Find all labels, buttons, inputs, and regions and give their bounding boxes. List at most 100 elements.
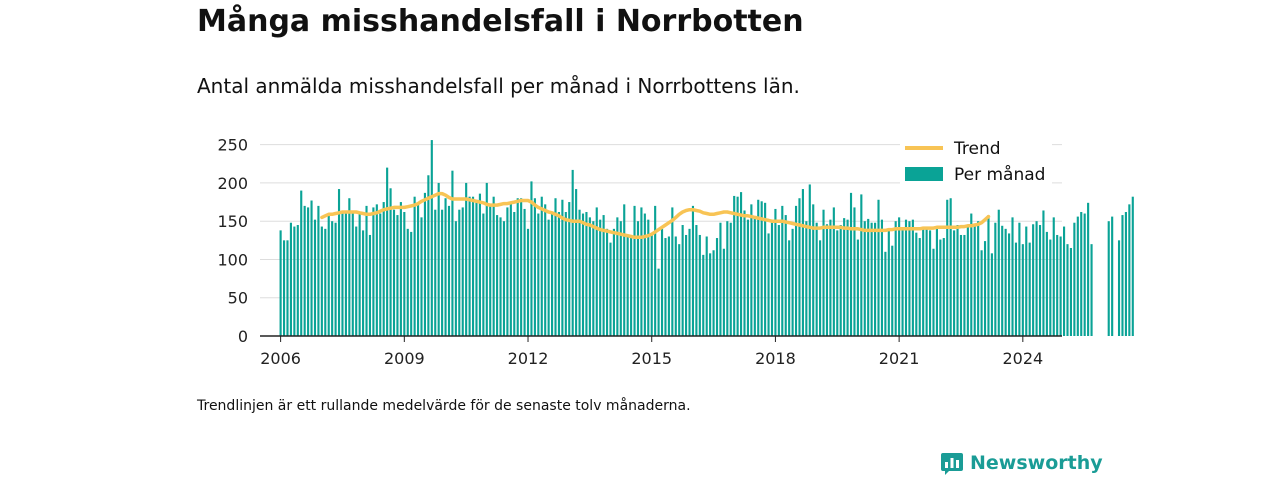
x-tick-label: 2012 <box>508 349 549 368</box>
bar-month <box>874 222 877 336</box>
bar-month <box>822 209 825 336</box>
bar-month <box>286 240 289 336</box>
bar-month <box>279 230 282 336</box>
bar-series <box>279 140 1134 336</box>
bar-month <box>856 239 859 336</box>
legend-background <box>900 135 1052 193</box>
x-tick-label: 2024 <box>1002 349 1043 368</box>
x-tick-label: 2015 <box>631 349 672 368</box>
bar-month <box>520 198 523 336</box>
bar-month <box>392 209 396 336</box>
newsworthy-logo: Newsworthy <box>940 451 1103 475</box>
bar-month <box>341 213 344 336</box>
legend-bar-swatch <box>905 167 943 181</box>
y-tick-label: 250 <box>217 136 248 155</box>
bar-month <box>423 192 427 336</box>
bar-month <box>406 228 409 336</box>
bar-month <box>296 225 299 336</box>
bar-month <box>382 202 385 336</box>
bar-month <box>575 189 578 336</box>
bar-month <box>1056 234 1059 336</box>
bar-month <box>420 217 423 336</box>
bar-month <box>581 213 585 336</box>
bar-month <box>1014 242 1018 336</box>
footnote: Trendlinjen är ett rullande medelvärde f… <box>197 398 691 414</box>
bar-month <box>750 204 753 336</box>
bar-month <box>1131 196 1134 336</box>
bar-month <box>832 207 835 336</box>
bar-month <box>863 221 866 336</box>
bar-month <box>894 221 897 336</box>
trend-series <box>320 191 991 240</box>
bar-month <box>722 248 725 336</box>
bar-month <box>595 207 598 336</box>
bar-month <box>434 209 437 336</box>
bar-month <box>970 213 973 336</box>
bar-month <box>526 228 530 336</box>
bar-month <box>997 209 1000 336</box>
bar-month <box>461 207 464 336</box>
bar-month <box>891 245 894 336</box>
bar-month <box>798 198 801 336</box>
bar-month <box>784 215 787 336</box>
chart-title: Många misshandelsfall i Norrbotten <box>197 4 804 39</box>
bar-month <box>1059 236 1062 336</box>
bar-month <box>939 239 942 336</box>
bar-month <box>1049 239 1052 336</box>
bar-month <box>362 230 365 336</box>
bar-month <box>427 175 430 336</box>
bar-month <box>739 192 743 336</box>
bar-month <box>942 238 945 336</box>
bar-month <box>399 202 402 336</box>
bar-month <box>767 233 770 336</box>
bar-month <box>551 213 554 336</box>
bar-month <box>307 207 310 336</box>
bar-month <box>932 248 935 336</box>
bar-month <box>715 238 719 336</box>
bar-month <box>623 204 626 336</box>
trend-line <box>320 191 991 240</box>
bar-month <box>1042 210 1045 336</box>
bar-month <box>819 240 822 336</box>
bar-month <box>441 209 444 336</box>
bar-month <box>293 226 296 336</box>
bar-month <box>602 215 605 336</box>
bar-month <box>465 182 468 336</box>
bar-month <box>860 194 863 336</box>
bar-month <box>1117 240 1121 336</box>
bar-month <box>753 216 756 336</box>
bar-month <box>729 222 732 336</box>
bar-month <box>736 196 739 336</box>
bar-month <box>372 207 375 336</box>
bar-month <box>959 234 963 336</box>
bar-month <box>815 222 818 336</box>
bar-month <box>946 199 949 336</box>
bar-month <box>1025 226 1028 336</box>
bar-month <box>908 221 911 336</box>
bar-month <box>331 221 334 336</box>
bar-month <box>1028 242 1031 336</box>
bar-month <box>1111 216 1114 336</box>
bar-month <box>887 230 890 336</box>
bar-month <box>513 212 516 336</box>
bar-month <box>647 219 650 336</box>
bar-month <box>619 221 622 336</box>
bar-month <box>348 198 351 336</box>
bar-month <box>368 234 372 336</box>
bar-month <box>626 234 629 336</box>
bar-month <box>482 213 485 336</box>
bar-month <box>774 208 777 336</box>
bar-month <box>922 228 925 336</box>
bar-month <box>303 205 306 336</box>
bar-month <box>1073 222 1076 336</box>
bar-month <box>444 198 447 336</box>
legend-label-trend: Trend <box>953 139 1001 159</box>
bar-month <box>660 228 664 336</box>
bar-month <box>516 198 519 336</box>
bar-month <box>791 228 794 336</box>
bar-month <box>956 225 959 336</box>
bar-month <box>1090 244 1093 336</box>
bar-month <box>654 205 657 336</box>
bar-month <box>523 208 526 336</box>
bar-month <box>564 212 567 336</box>
